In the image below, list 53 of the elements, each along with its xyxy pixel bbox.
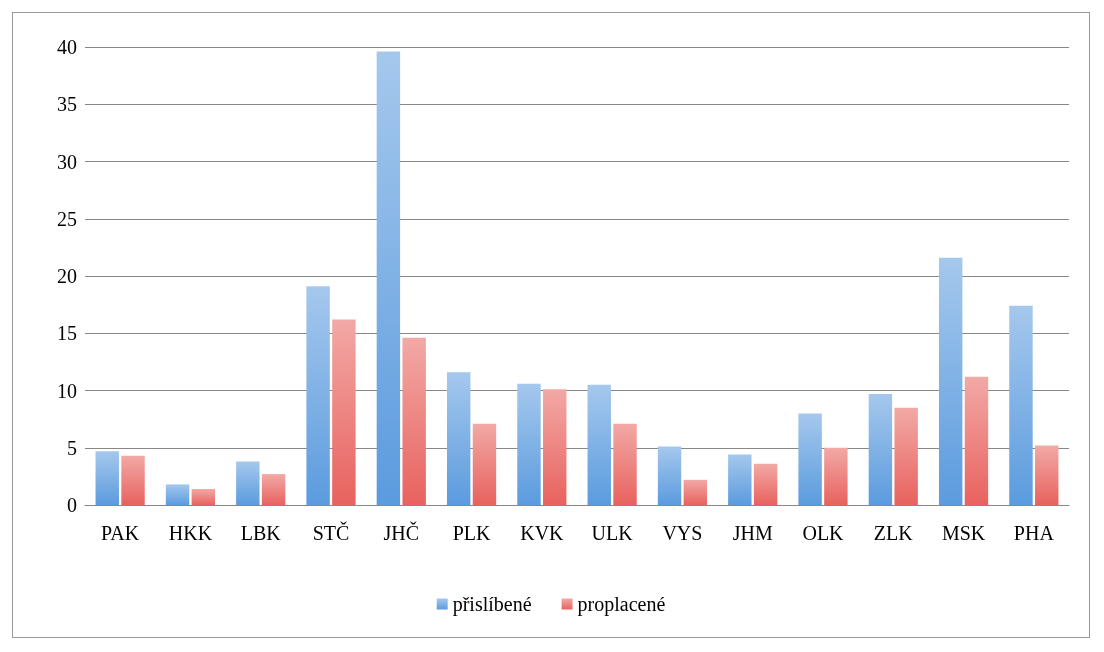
bar: [472, 423, 497, 505]
x-tick-label: ULK: [591, 522, 634, 544]
bar: [824, 447, 848, 505]
x-tick-label: KVK: [520, 522, 565, 544]
bar: [587, 384, 611, 505]
bar: [753, 463, 778, 505]
legend-label: přislíbené: [452, 593, 532, 616]
x-tick-label: LBK: [240, 522, 282, 544]
bar: [1009, 305, 1033, 505]
bar: [446, 372, 471, 505]
y-tick-label: 15: [57, 322, 77, 345]
bar: [95, 451, 119, 505]
x-tick-label: JHČ: [383, 521, 420, 544]
bar: [657, 446, 682, 505]
x-tick-label: HKK: [168, 522, 213, 544]
bar: [728, 454, 752, 505]
bar: [683, 479, 708, 505]
x-tick-label: OLK: [802, 522, 845, 544]
y-tick-label: 35: [57, 93, 77, 116]
y-tick-label: 40: [57, 36, 77, 58]
x-tick-label: PLK: [452, 522, 492, 544]
bar: [938, 257, 963, 505]
bar: [376, 51, 401, 505]
bar: [613, 423, 637, 505]
y-tick-label: 0: [67, 494, 77, 516]
bar: [517, 383, 541, 505]
bar: [332, 319, 356, 505]
bar: [868, 393, 893, 505]
x-tick-label: MSK: [941, 522, 986, 544]
bar: [306, 286, 330, 505]
bar: [191, 488, 216, 505]
bar: [121, 455, 145, 505]
y-tick-label: 30: [57, 150, 77, 173]
x-tick-label: STČ: [312, 521, 350, 544]
bar: [236, 461, 260, 505]
bar: [1035, 445, 1059, 505]
x-tick-label: JHM: [732, 522, 773, 544]
bar: [261, 474, 286, 505]
x-tick-label: VYS: [662, 522, 703, 544]
y-tick-label: 20: [57, 265, 77, 287]
bar: [798, 413, 822, 505]
x-tick-label: ZLK: [873, 522, 914, 544]
bar: [964, 376, 989, 505]
bar: [402, 337, 426, 505]
bar: [543, 389, 567, 505]
y-tick-label: 10: [57, 379, 77, 402]
y-tick-label: 25: [57, 207, 77, 230]
x-tick-label: PAK: [101, 522, 140, 544]
bar: [165, 484, 190, 505]
legend-label: proplacené: [577, 593, 666, 616]
x-tick-label: PHA: [1013, 522, 1055, 544]
y-tick-label: 5: [67, 436, 77, 459]
bar: [894, 407, 918, 505]
